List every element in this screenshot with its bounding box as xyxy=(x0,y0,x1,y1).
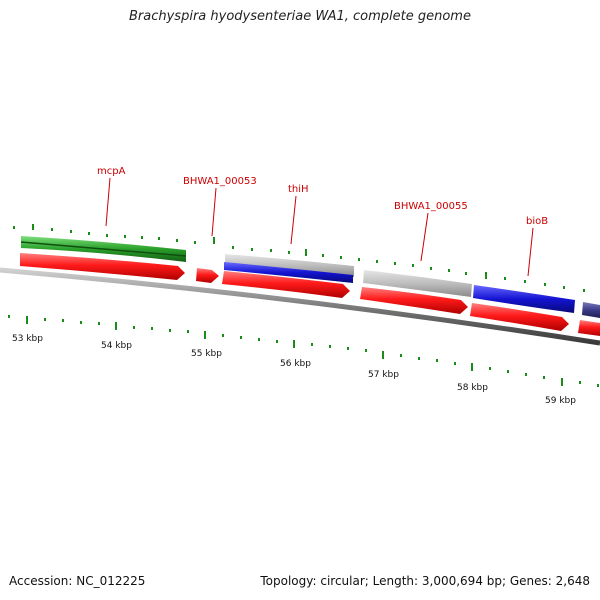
scale-label-58kbp: 58 kbp xyxy=(457,383,488,393)
cds-arrow-bioB[interactable] xyxy=(470,303,569,331)
scale-label-54kbp: 54 kbp xyxy=(101,341,132,351)
gene-feature-track xyxy=(20,236,600,318)
gene-bar-bioB[interactable] xyxy=(473,285,575,313)
gene-bar-next[interactable] xyxy=(582,302,600,318)
genome-backbone xyxy=(0,267,600,346)
gene-label-thiH[interactable]: thiH xyxy=(288,184,309,195)
scale-label-57kbp: 57 kbp xyxy=(368,370,399,380)
gene-bar-thiH-upper[interactable] xyxy=(225,254,354,277)
cds-arrow-BHWA1_00053[interactable] xyxy=(196,268,219,283)
cds-arrow-BHWA1_00055[interactable] xyxy=(360,287,468,314)
scale-label-56kbp: 56 kbp xyxy=(280,359,311,369)
gene-label-BHWA1_00053[interactable]: BHWA1_00053 xyxy=(183,176,257,187)
gene-label-BHWA1_00055[interactable]: BHWA1_00055 xyxy=(394,201,468,212)
cds-arrow-thiH[interactable] xyxy=(222,271,350,298)
gene-bar-BHWA1_00055[interactable] xyxy=(363,270,472,297)
gene-label-bioB[interactable]: bioB xyxy=(526,216,548,227)
label-leader-lines xyxy=(105,177,534,277)
cds-track xyxy=(20,253,600,336)
gene-label-mcpA[interactable]: mcpA xyxy=(97,166,126,177)
gene-bar-thiH[interactable] xyxy=(224,262,353,283)
scale-label-55kbp: 55 kbp xyxy=(191,349,222,359)
map-title: Brachyspira hyodysenteriae WA1, complete… xyxy=(129,9,471,24)
upper-tick-row xyxy=(13,224,585,292)
scale-label-53kbp: 53 kbp xyxy=(12,334,43,344)
cds-arrow-mcpA[interactable] xyxy=(20,253,185,280)
genome-summary-text: Topology: circular; Length: 3,000,694 bp… xyxy=(260,574,590,588)
scale-label-59kbp: 59 kbp xyxy=(545,396,576,406)
scale-tick-row xyxy=(8,315,599,387)
accession-text: Accession: NC_012225 xyxy=(9,574,146,588)
cds-arrow-next[interactable] xyxy=(578,320,600,336)
